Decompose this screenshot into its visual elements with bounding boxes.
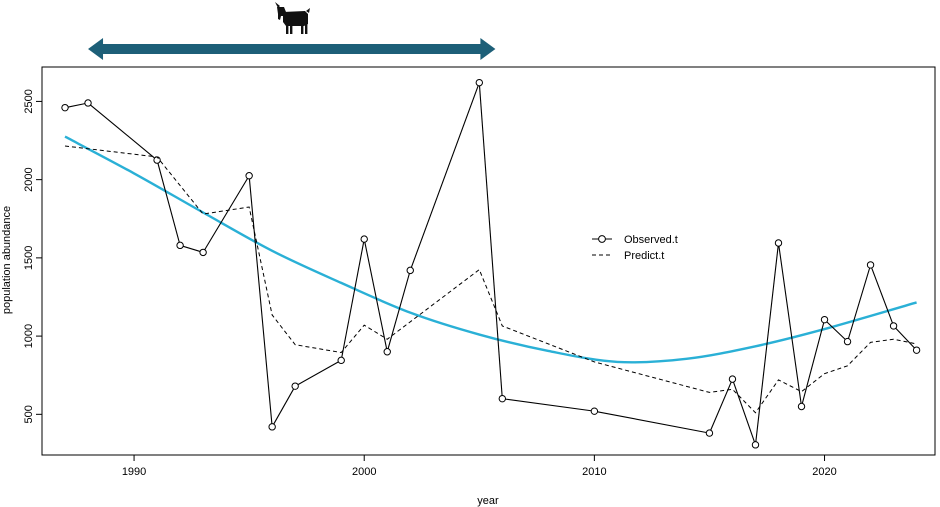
x-axis-ticks: 1990 2000 2010 2020 bbox=[122, 455, 837, 478]
observed-t-point bbox=[61, 103, 69, 112]
goat-icon bbox=[275, 2, 310, 34]
plot-frame bbox=[41, 66, 936, 456]
observed-t-segment bbox=[410, 85, 479, 268]
y-axis-ticks: 500 1000 1500 2000 2500 bbox=[23, 89, 42, 424]
observed-t-segment bbox=[90, 104, 155, 159]
observed-t-point bbox=[176, 241, 184, 250]
observed-t-segment bbox=[710, 381, 732, 431]
observed-t-point bbox=[360, 235, 368, 243]
observed-t-point bbox=[866, 261, 875, 269]
observed-t-segment bbox=[871, 267, 893, 324]
y-tick-label: 1500 bbox=[23, 246, 35, 270]
observed-t-point bbox=[843, 337, 852, 346]
x-tick-label: 2010 bbox=[582, 466, 606, 478]
observed-t-point bbox=[590, 407, 599, 415]
observed-t-segment bbox=[801, 322, 825, 404]
legend-observed-label: Observed.t bbox=[624, 234, 678, 246]
y-tick-label: 1000 bbox=[23, 324, 35, 348]
y-tick-label: 2000 bbox=[23, 167, 35, 191]
observed-t-point bbox=[889, 322, 898, 330]
observed-t-point bbox=[153, 156, 161, 164]
observed-t-point bbox=[383, 348, 391, 356]
observed-t-segment bbox=[182, 245, 201, 252]
observed-t-point bbox=[337, 356, 345, 365]
observed-t-point bbox=[728, 375, 737, 383]
y-tick-label: 500 bbox=[23, 405, 35, 423]
observed-t-segment bbox=[297, 361, 339, 386]
observed-t-point bbox=[705, 429, 714, 437]
trend-line bbox=[64, 135, 917, 364]
observed-t-segment bbox=[68, 103, 86, 108]
observed-t-segment bbox=[847, 267, 871, 339]
observed-t-segment bbox=[755, 246, 779, 442]
legend: Observed.t Predict.t bbox=[592, 234, 678, 262]
observed-t-point bbox=[268, 423, 276, 431]
x-axis-title: year bbox=[477, 495, 499, 507]
observed-t-segment bbox=[273, 388, 295, 425]
observed-t-segment bbox=[204, 178, 248, 250]
series-predict-t bbox=[64, 145, 917, 414]
observed-t-segment bbox=[478, 85, 503, 396]
predict-t-line bbox=[64, 145, 917, 414]
observed-t-segment bbox=[505, 398, 592, 412]
double-arrow bbox=[88, 38, 496, 60]
x-tick-label: 2000 bbox=[352, 466, 376, 478]
observed-t-segment bbox=[341, 242, 365, 358]
observed-t-point bbox=[199, 248, 207, 257]
observed-t-segment bbox=[157, 163, 180, 243]
observed-t-point bbox=[475, 78, 483, 87]
observed-t-point bbox=[406, 266, 414, 275]
observed-t-point bbox=[751, 441, 760, 449]
x-tick-label: 1990 bbox=[122, 466, 146, 478]
observed-t-point bbox=[498, 394, 507, 403]
observed-t-segment bbox=[778, 246, 802, 404]
legend-predict-label: Predict.t bbox=[624, 250, 664, 262]
observed-t-point bbox=[291, 382, 299, 390]
observed-t-point bbox=[245, 172, 253, 180]
observed-t-point bbox=[820, 315, 829, 324]
observed-t-segment bbox=[895, 327, 915, 349]
observed-t-point bbox=[84, 99, 92, 107]
observed-t-segment bbox=[826, 321, 846, 340]
observed-t-point bbox=[774, 239, 783, 247]
legend-observed-marker bbox=[598, 235, 606, 243]
observed-t-segment bbox=[597, 411, 707, 434]
observed-t-point bbox=[797, 402, 806, 411]
observed-t-segment bbox=[364, 242, 388, 349]
observed-t-point bbox=[912, 346, 921, 354]
observed-t-segment bbox=[387, 273, 410, 349]
observed-t-segment bbox=[733, 381, 755, 442]
observed-t-segment bbox=[248, 178, 273, 424]
series-trend bbox=[64, 135, 917, 364]
annotation-arrow-group bbox=[88, 38, 496, 60]
y-axis-title: population abundance bbox=[1, 206, 13, 314]
y-tick-label: 2500 bbox=[23, 89, 35, 113]
x-tick-label: 2020 bbox=[812, 466, 836, 478]
series-observed-t bbox=[61, 78, 921, 449]
